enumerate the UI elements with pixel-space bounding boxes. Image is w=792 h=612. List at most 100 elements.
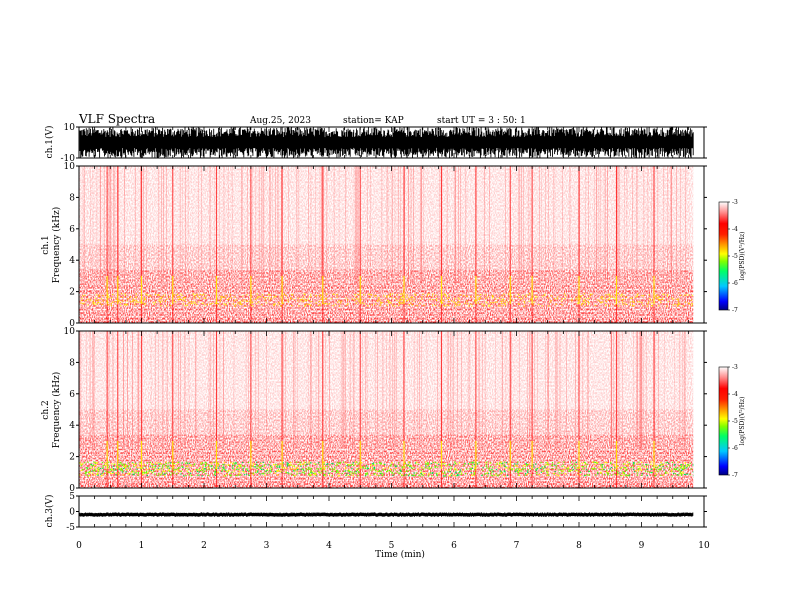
ch2-spec-hotspot bbox=[673, 464, 675, 466]
ch1-spec-hotspot bbox=[399, 299, 401, 301]
ch1-spec-hotspot bbox=[504, 300, 506, 302]
ch1-spec-hotspot bbox=[159, 302, 162, 304]
ch2-spec-hotspot bbox=[390, 469, 392, 471]
ch2-spec-ytick-label: 6 bbox=[69, 390, 75, 400]
ch2-spec-hotspot bbox=[196, 470, 198, 472]
ch2-spec-hotspot bbox=[442, 463, 444, 465]
ch2-spec-hotspot bbox=[317, 471, 320, 473]
ch1-spec-hotspot bbox=[684, 301, 687, 303]
ch1-spec-hotspot bbox=[319, 304, 321, 306]
ch2-spec-hotspot bbox=[309, 474, 312, 476]
ch2-spec-hotspot bbox=[486, 472, 489, 474]
date-label: Aug.25, 2023 bbox=[249, 116, 311, 126]
ch2-spec-hotspot bbox=[683, 467, 686, 469]
ch2-spec-hotspot bbox=[679, 465, 681, 468]
ch2-spec-hotspot bbox=[525, 462, 527, 465]
ch2-spec-hotspot bbox=[137, 471, 140, 474]
ch2-spec-hotspot bbox=[109, 471, 111, 473]
ch2-spec-hotspot bbox=[567, 468, 570, 470]
ch2-spec-hotspot bbox=[406, 470, 408, 472]
ch1-spec-hotspot bbox=[448, 304, 450, 307]
ch1-spec-hotspot bbox=[278, 302, 280, 304]
ch1-spec-hotspot bbox=[455, 303, 457, 305]
ch2-spec-hotspot bbox=[175, 463, 177, 466]
ch2-spec-hotspot bbox=[622, 463, 625, 465]
ch1-spec-hotspot bbox=[489, 305, 491, 307]
ch2-spec-hotspot bbox=[303, 463, 305, 465]
ch2-spec-ytick-label: 10 bbox=[64, 327, 76, 337]
ch2-spec-hotspot bbox=[505, 467, 507, 469]
ch2-spec-hotspot bbox=[405, 474, 407, 476]
ch2-spec-hotspot bbox=[575, 467, 577, 469]
ch2-spec-hotspot bbox=[96, 468, 98, 470]
ch2-spec-hotspot bbox=[692, 464, 694, 466]
ch2-spec-hotspot bbox=[137, 474, 139, 476]
ch2-spec-hotspot bbox=[146, 470, 148, 473]
ch2-spec-hotspot bbox=[513, 463, 516, 465]
ch2-spec-hotspot bbox=[575, 469, 577, 472]
ch2-spec-hotspot bbox=[253, 466, 255, 468]
ch2-spec-hotspot bbox=[339, 462, 341, 464]
ch1-spec-hotspot bbox=[636, 295, 638, 298]
ch2-spec-hotspot bbox=[683, 465, 686, 467]
ch2-spec-hotspot bbox=[536, 468, 539, 470]
ch1-spec-hotspot bbox=[677, 298, 680, 300]
ch2-spec-hotspot bbox=[682, 465, 684, 467]
ch2-spec-hotspot bbox=[562, 464, 565, 466]
ch2-spec-hotspot bbox=[117, 466, 119, 469]
ch1-spec-hotspot bbox=[600, 302, 602, 304]
ch1-spec-hotspot bbox=[454, 305, 456, 307]
ch2-spec-hotspot bbox=[496, 462, 498, 464]
ch1-spec-hotspot bbox=[636, 293, 639, 295]
ch1-spec-hotspot bbox=[623, 295, 625, 297]
ch2-spec-hotspot bbox=[293, 469, 296, 471]
ch2-spec-hotspot bbox=[378, 469, 381, 472]
ch2-spec-hotspot bbox=[555, 467, 557, 469]
ch2-spec-hotspot bbox=[561, 465, 563, 468]
ch2-spec-hotspot bbox=[129, 473, 131, 475]
ch2-spec-hotspot bbox=[323, 467, 325, 469]
ch2-spec-hotspot bbox=[303, 471, 305, 473]
ch1-spec-hotspot bbox=[194, 301, 196, 303]
ch2-spec-hotspot bbox=[206, 469, 208, 471]
ch2-spec-hotspot bbox=[679, 472, 681, 474]
ch1-spec-hotspot bbox=[456, 304, 458, 306]
ch2-spec-hotspot bbox=[190, 465, 193, 467]
ch1-spec-hotspot bbox=[401, 293, 403, 295]
ch1-spec-hotspot bbox=[479, 297, 482, 299]
ch1-spec-hotspot bbox=[576, 299, 578, 301]
ch1-spec-hotspot bbox=[633, 301, 635, 304]
ch2-spec-hotspot bbox=[623, 472, 625, 475]
ch2-spec-hotspot bbox=[445, 469, 447, 471]
ch1-spec-hotspot bbox=[613, 297, 615, 299]
ch2-spec-hotspot bbox=[434, 462, 437, 464]
ch2-spec-hotspot bbox=[169, 467, 171, 469]
ch1-spec-hotspot bbox=[633, 305, 635, 307]
ch2-spec-hotspot bbox=[444, 472, 446, 475]
ch2-spec-hotspot bbox=[418, 474, 420, 476]
ch2-spec-hotspot bbox=[217, 464, 220, 467]
ch2-spec-hotspot bbox=[645, 463, 647, 466]
ch1-spec-hotspot bbox=[550, 300, 552, 302]
ch2-spec-streaks bbox=[79, 331, 686, 449]
ch2-spec-hotspot bbox=[90, 463, 93, 465]
ch1-spec-hotspot bbox=[388, 302, 390, 304]
ch2-spec-hotspot bbox=[257, 470, 259, 472]
ch1-spec-hotspot bbox=[243, 299, 245, 301]
ch1-spec-hotspot bbox=[512, 299, 514, 301]
ch1-spec-hotspot bbox=[227, 299, 229, 301]
ch2-spec-hotspot bbox=[349, 471, 351, 473]
ch1-spec-hotspot bbox=[102, 300, 104, 302]
ch1-spec-hotspot bbox=[239, 303, 241, 306]
ch1-spec-hotspot bbox=[298, 305, 300, 307]
ch1-spec-hotspot bbox=[249, 300, 251, 302]
ch2-spec-hotspot bbox=[236, 465, 239, 467]
ch2-spec-hotspot bbox=[378, 470, 380, 473]
ch1-spec-hotspot bbox=[274, 303, 276, 305]
ch2-spec-hotspot bbox=[227, 469, 229, 472]
ch2-spec-hotspot bbox=[97, 470, 99, 473]
ch2-spec-hotspot bbox=[487, 475, 489, 477]
ch2-spec-hotspot bbox=[175, 468, 177, 471]
ch1-spec-hotspot bbox=[435, 299, 438, 302]
ch2-spec-hotspot bbox=[391, 472, 393, 474]
